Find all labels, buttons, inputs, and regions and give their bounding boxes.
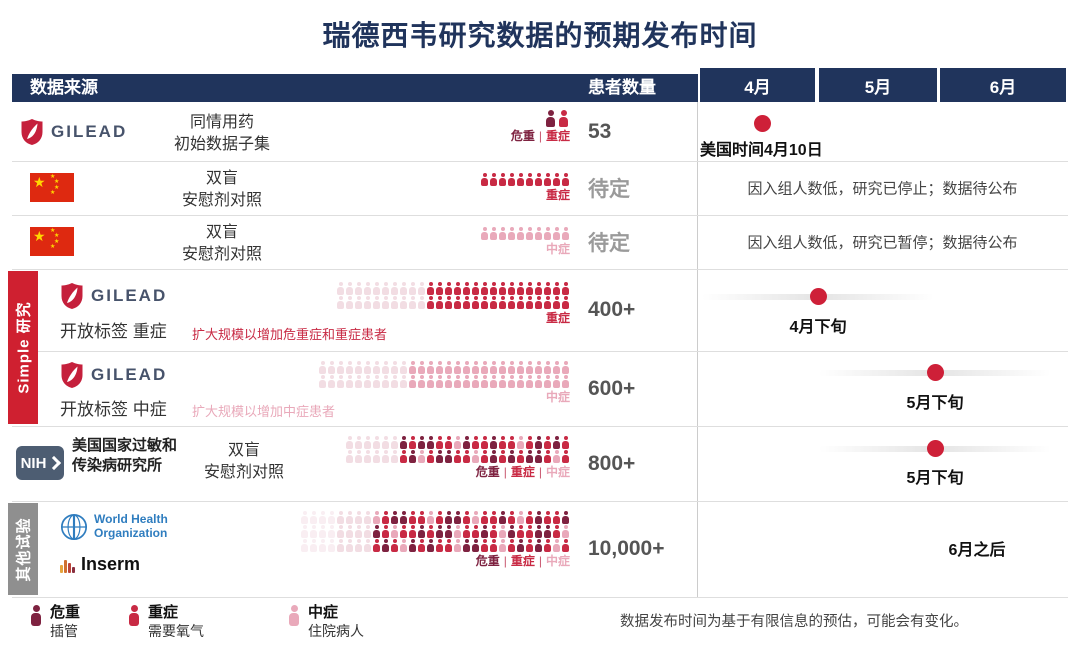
timeline-date: 5月下旬 xyxy=(906,395,964,412)
gilead-shield-icon xyxy=(61,362,83,388)
row-divider xyxy=(12,501,1068,502)
institute-name: 美国国家过敏和传染病研究所 xyxy=(72,437,178,474)
patient-icons xyxy=(318,360,570,388)
row-divider xyxy=(12,426,1068,427)
timeline-dot xyxy=(927,364,944,381)
gilead-wordmark: GILEAD xyxy=(91,365,168,384)
nih-logo: NIH xyxy=(16,446,64,480)
patient-icons xyxy=(480,226,570,240)
gilead-logo: GILEAD xyxy=(60,361,167,389)
legend-severe: 重症 需要氧气 xyxy=(128,604,204,642)
table-row: ★ ★ ★ ★ ★ 双盲 安慰剂对照 中症 待定 因入组人数低，研究已暂停；数据… xyxy=(12,215,1068,269)
patient-pictograms: 重症 xyxy=(336,281,570,324)
gilead-wordmark: GILEAD xyxy=(91,286,168,305)
patient-pictograms: 重症 xyxy=(480,172,570,201)
timeline-dot xyxy=(927,440,944,457)
critical-person-icon xyxy=(30,604,42,626)
patient-pictograms: 中症 xyxy=(480,226,570,255)
moderate-person-icon xyxy=(288,604,300,626)
header-month-june: 6月 xyxy=(940,68,1066,102)
who-emblem-icon xyxy=(60,513,88,541)
disclaimer-note: 数据发布时间为基于有限信息的预估，可能会有变化。 xyxy=(620,614,968,630)
patient-count: 600+ xyxy=(588,376,636,400)
section-simple-study: Simple 研究 xyxy=(8,271,38,424)
timeline-dot xyxy=(754,115,771,132)
china-flag-icon: ★ ★ ★ ★ ★ xyxy=(30,173,74,202)
severity-labels: 危重 | 重症 | 中症 xyxy=(475,465,570,479)
table-row: GILEAD 开放标签 中症 扩大规模以增加中症患者 中症 600+ 5月下旬 xyxy=(12,351,1068,426)
study-type: 开放标签 中症 xyxy=(60,400,167,419)
patient-count: 待定 xyxy=(588,232,630,255)
row-divider xyxy=(12,597,1068,598)
patient-icons xyxy=(345,435,570,463)
timeline-note: 因入组人数低，研究已暂停；数据待公布 xyxy=(747,234,1018,252)
patient-pictograms: 危重 | 重症 | 中症 xyxy=(345,435,570,478)
study-type: 双盲 安慰剂对照 xyxy=(203,442,284,481)
patient-count: 10,000+ xyxy=(588,537,665,560)
table-row: GILEAD 开放标签 重症 扩大规模以增加危重症和重症患者 重症 400+ 4… xyxy=(12,269,1068,351)
severe-person-icon xyxy=(128,604,140,626)
legend-critical: 危重 插管 xyxy=(30,604,80,642)
study-type: 同情用药 初始数据子集 xyxy=(173,114,270,153)
table-row: GILEAD 同情用药 初始数据子集 危重 | 重症 53 美国时间4月10日 xyxy=(12,102,1068,161)
study-type: 开放标签 重症 xyxy=(60,322,167,341)
row-divider xyxy=(12,161,1068,162)
timeline-divider-line xyxy=(697,102,698,597)
patient-pictograms: 危重 | 重症 xyxy=(511,109,570,142)
table-row: NIH 美国国家过敏和传染病研究所 双盲 安慰剂对照 危重 | 重症 | 中症 800+… xyxy=(12,426,1068,501)
patient-icons xyxy=(300,510,570,552)
page-title: 瑞德西韦研究数据的预期发布时间 xyxy=(322,20,758,51)
severity-labels: 中症 xyxy=(545,390,570,404)
header-month-may: 5月 xyxy=(819,68,937,102)
patient-pictograms: 中症 xyxy=(318,360,570,403)
timeline-date: 美国时间4月10日 xyxy=(700,142,823,159)
patient-count: 400+ xyxy=(588,298,636,321)
patient-count: 53 xyxy=(588,119,612,143)
chevron-right-icon xyxy=(47,455,62,471)
expansion-note: 扩大规模以增加中症患者 xyxy=(192,404,336,419)
legend-moderate: 中症 住院病人 xyxy=(288,604,364,642)
row-divider xyxy=(12,269,1068,270)
gilead-logo: GILEAD xyxy=(20,118,127,146)
who-wordmark: World Health Organization xyxy=(94,512,168,540)
gilead-wordmark: GILEAD xyxy=(51,121,128,141)
header-data-source: 数据来源 xyxy=(30,78,98,97)
timeline-date: 4月下旬 xyxy=(789,319,847,336)
patient-icons xyxy=(544,109,570,127)
table-header-bar: 数据来源 患者数量 xyxy=(12,74,698,102)
patient-count: 800+ xyxy=(588,451,636,475)
inserm-bars-icon xyxy=(60,557,75,573)
timeline-date: 5月下旬 xyxy=(906,470,964,487)
inserm-wordmark: Inserm xyxy=(81,554,141,574)
severity-labels: 危重 | 重症 | 中症 xyxy=(475,554,570,568)
china-flag-icon: ★ ★ ★ ★ ★ xyxy=(30,227,74,256)
row-divider xyxy=(12,215,1068,216)
section-other-trials: 其他试验 xyxy=(8,503,38,595)
severity-labels: 重症 xyxy=(545,311,570,325)
gilead-logo: GILEAD xyxy=(60,282,167,310)
patient-icons xyxy=(336,281,570,309)
who-logo: World Health Organization xyxy=(60,512,168,541)
patient-pictograms: 危重 | 重症 | 中症 xyxy=(300,510,570,567)
header-patient-count: 患者数量 xyxy=(588,78,656,97)
expansion-note: 扩大规模以增加危重症和重症患者 xyxy=(192,327,388,342)
row-divider xyxy=(12,351,1068,352)
study-type: 双盲 安慰剂对照 xyxy=(181,170,262,209)
severity-labels: 中症 xyxy=(545,242,570,256)
header-month-april: 4月 xyxy=(700,68,815,102)
table-row: World Health Organization Inserm 危重 | 重症 | 中… xyxy=(12,501,1068,597)
gilead-shield-icon xyxy=(21,118,43,145)
patient-count: 待定 xyxy=(588,178,630,201)
patient-icons xyxy=(480,172,570,186)
severity-labels: 重症 xyxy=(545,188,570,202)
study-type: 双盲 安慰剂对照 xyxy=(181,224,262,263)
severity-labels: 危重 | 重症 xyxy=(510,129,570,143)
table-row: ★ ★ ★ ★ ★ 双盲 安慰剂对照 重症 待定 因入组人数低，研究已停止；数据… xyxy=(12,161,1068,215)
timeline-date: 6月之后 xyxy=(948,542,1006,559)
inserm-logo: Inserm xyxy=(60,555,140,573)
timeline-dot xyxy=(810,288,827,305)
timeline-note: 因入组人数低，研究已停止；数据待公布 xyxy=(747,180,1018,198)
gilead-shield-icon xyxy=(61,283,83,309)
